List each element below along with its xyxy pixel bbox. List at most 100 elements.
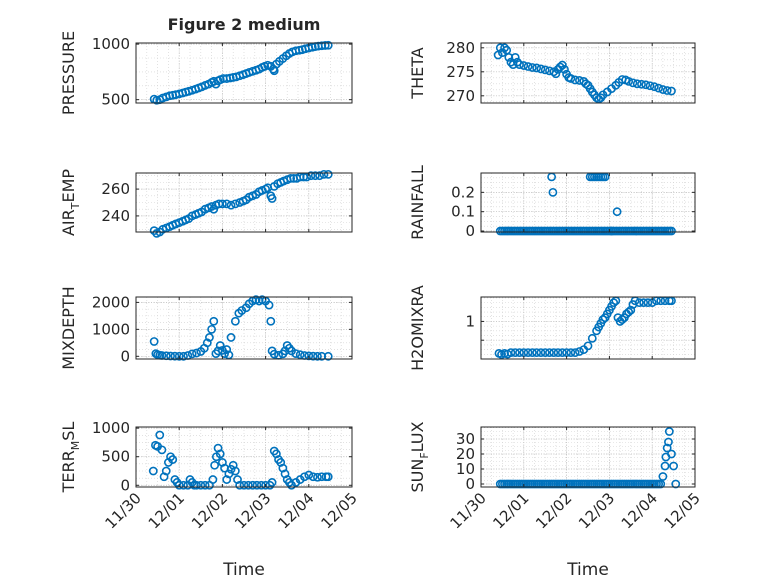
h2omixra-data-point xyxy=(570,348,580,358)
mixdepth-data-point xyxy=(230,316,240,326)
air_temp-y-axis-label: AIRTEMP xyxy=(59,169,82,236)
theta-data-point xyxy=(523,62,533,71)
terr_msl-data-point xyxy=(230,466,240,476)
air_temp-data-point xyxy=(230,199,240,209)
theta-data-point xyxy=(555,62,565,72)
sun_flux-data-point xyxy=(667,449,676,459)
terr_msl-data-point xyxy=(161,466,171,476)
theta-data-point xyxy=(628,78,638,88)
terr_msl-data-point xyxy=(215,449,225,459)
mixdepth-y-axis-label-main: MIXDEPTH xyxy=(59,286,78,369)
h2omixra-axes: 1 H2OMIXRA xyxy=(408,285,696,371)
sun_flux-y-tick-label: 10 xyxy=(456,460,475,478)
sun_flux-y-axis-label-main: SUN xyxy=(408,459,427,493)
theta-data-point xyxy=(527,63,537,72)
h2omixra-data-point xyxy=(523,348,533,358)
pressure-axes: 500 1000 PRESSURE xyxy=(59,31,353,115)
h2omixra-data-point xyxy=(609,298,619,308)
theta-data-point xyxy=(551,69,561,79)
h2omixra-data-point xyxy=(575,347,584,356)
h2omixra-y-tick-label: 1 xyxy=(465,312,475,330)
sun_flux-y-axis-label-subscript: F xyxy=(418,452,431,458)
rainfall-data-point xyxy=(547,172,557,182)
rainfall-axes-box xyxy=(480,172,696,233)
theta-data-point xyxy=(519,61,529,70)
mixdepth-data-point xyxy=(269,349,279,359)
theta-data-point xyxy=(632,79,642,89)
air_temp-data-point xyxy=(310,171,320,181)
mixdepth-axes: 0 1000 2000 MIXDEPTH xyxy=(59,286,353,370)
h2omixra-data-point xyxy=(643,298,653,308)
mixdepth-data-point xyxy=(313,351,322,361)
terr_msl-axes: 11/30 12/01 12/02 12/03 12/04 12/05 0 500 1000 TE… xyxy=(59,419,361,532)
h2omixra-data-point xyxy=(545,348,554,358)
terr_msl-data-point xyxy=(252,480,262,490)
sun_flux-data-point xyxy=(671,479,681,489)
mixdepth-y-tick-label: 2000 xyxy=(92,293,130,311)
theta-data-point xyxy=(667,86,676,96)
mixdepth-data-point xyxy=(287,346,296,356)
theta-data-point xyxy=(662,86,672,95)
terr_msl-data-point xyxy=(168,455,178,464)
air_temp-data-point xyxy=(149,226,159,236)
mixdepth-data-point xyxy=(149,337,159,346)
mixdepth-data-point xyxy=(222,345,232,354)
mixdepth-data-point xyxy=(237,306,247,315)
terr_msl-data-point xyxy=(157,445,167,455)
terr_msl-data-point xyxy=(200,480,210,490)
h2omixra-data-point xyxy=(598,315,608,324)
sun_flux-data-point xyxy=(660,461,670,471)
pressure-y-axis-label-main: PRESSURE xyxy=(59,31,78,115)
mixdepth-data-point xyxy=(205,333,214,342)
terr_msl-y-axis-label-suffix: SL xyxy=(59,422,78,441)
h2omixra-y-axis-label-main: H2OMIXRA xyxy=(408,285,427,371)
mixdepth-data-point xyxy=(170,351,180,361)
terr_msl-data-point xyxy=(243,480,253,490)
terr_msl-x-tick-label: 11/30 xyxy=(102,489,145,532)
h2omixra-data-point xyxy=(634,298,644,308)
terr_msl-data-point xyxy=(267,478,277,487)
h2omixra-data-point xyxy=(515,348,524,358)
terr_msl-x-tick-label: 12/03 xyxy=(231,489,274,532)
mixdepth-data-point xyxy=(179,351,188,361)
theta-data-point xyxy=(637,79,646,89)
terr_msl-data-point xyxy=(179,480,188,490)
theta-data-point xyxy=(497,48,507,57)
h2omixra-data-point xyxy=(566,348,576,358)
terr_msl-data-point xyxy=(300,472,309,482)
h2omixra-data-point xyxy=(553,348,563,358)
pressure-data-point xyxy=(320,41,330,50)
mixdepth-y-tick-label: 1000 xyxy=(92,320,130,338)
h2omixra-data-point xyxy=(540,348,550,358)
theta-data-point xyxy=(557,60,567,70)
h2omixra-data-point xyxy=(624,307,634,317)
pressure-axes-box xyxy=(135,42,353,104)
theta-data-point xyxy=(500,43,509,53)
figure-title: Figure 2 medium xyxy=(168,15,321,34)
air_temp-data-point xyxy=(319,169,329,179)
sun_flux-x-tick-label: 12/05 xyxy=(661,489,704,532)
mixdepth-y-axis-label: MIXDEPTH xyxy=(59,286,78,369)
theta-data-point xyxy=(649,82,659,92)
air_temp-y-axis-label-suffix: EMP xyxy=(59,169,78,203)
rainfall-axes: 00.1 0.2 RAINFALL xyxy=(408,165,696,240)
mixdepth-y-tick-label: 0 xyxy=(120,347,130,365)
air_temp-y-tick-label: 240 xyxy=(101,207,130,225)
theta-data-point xyxy=(515,60,524,69)
h2omixra-data-point xyxy=(549,348,559,358)
sun_flux-y-tick-label: 0 xyxy=(465,475,475,493)
sun_flux-x-tick-label: 12/01 xyxy=(489,489,532,532)
air_temp-data-point xyxy=(226,200,236,210)
theta-axes: 270 275 280 THETA xyxy=(408,39,696,105)
sun_flux-axes-box xyxy=(480,426,696,488)
theta-axes-box xyxy=(480,42,696,104)
sun_flux-y-tick-label: 20 xyxy=(456,445,475,463)
theta-data-point xyxy=(510,53,520,62)
x-axis-label-right: Time xyxy=(566,560,609,580)
terr_msl-data-point xyxy=(248,480,258,490)
theta-data-point xyxy=(624,77,634,86)
terr_msl-y-tick-label: 500 xyxy=(101,448,130,466)
theta-y-tick-label: 280 xyxy=(446,39,475,57)
